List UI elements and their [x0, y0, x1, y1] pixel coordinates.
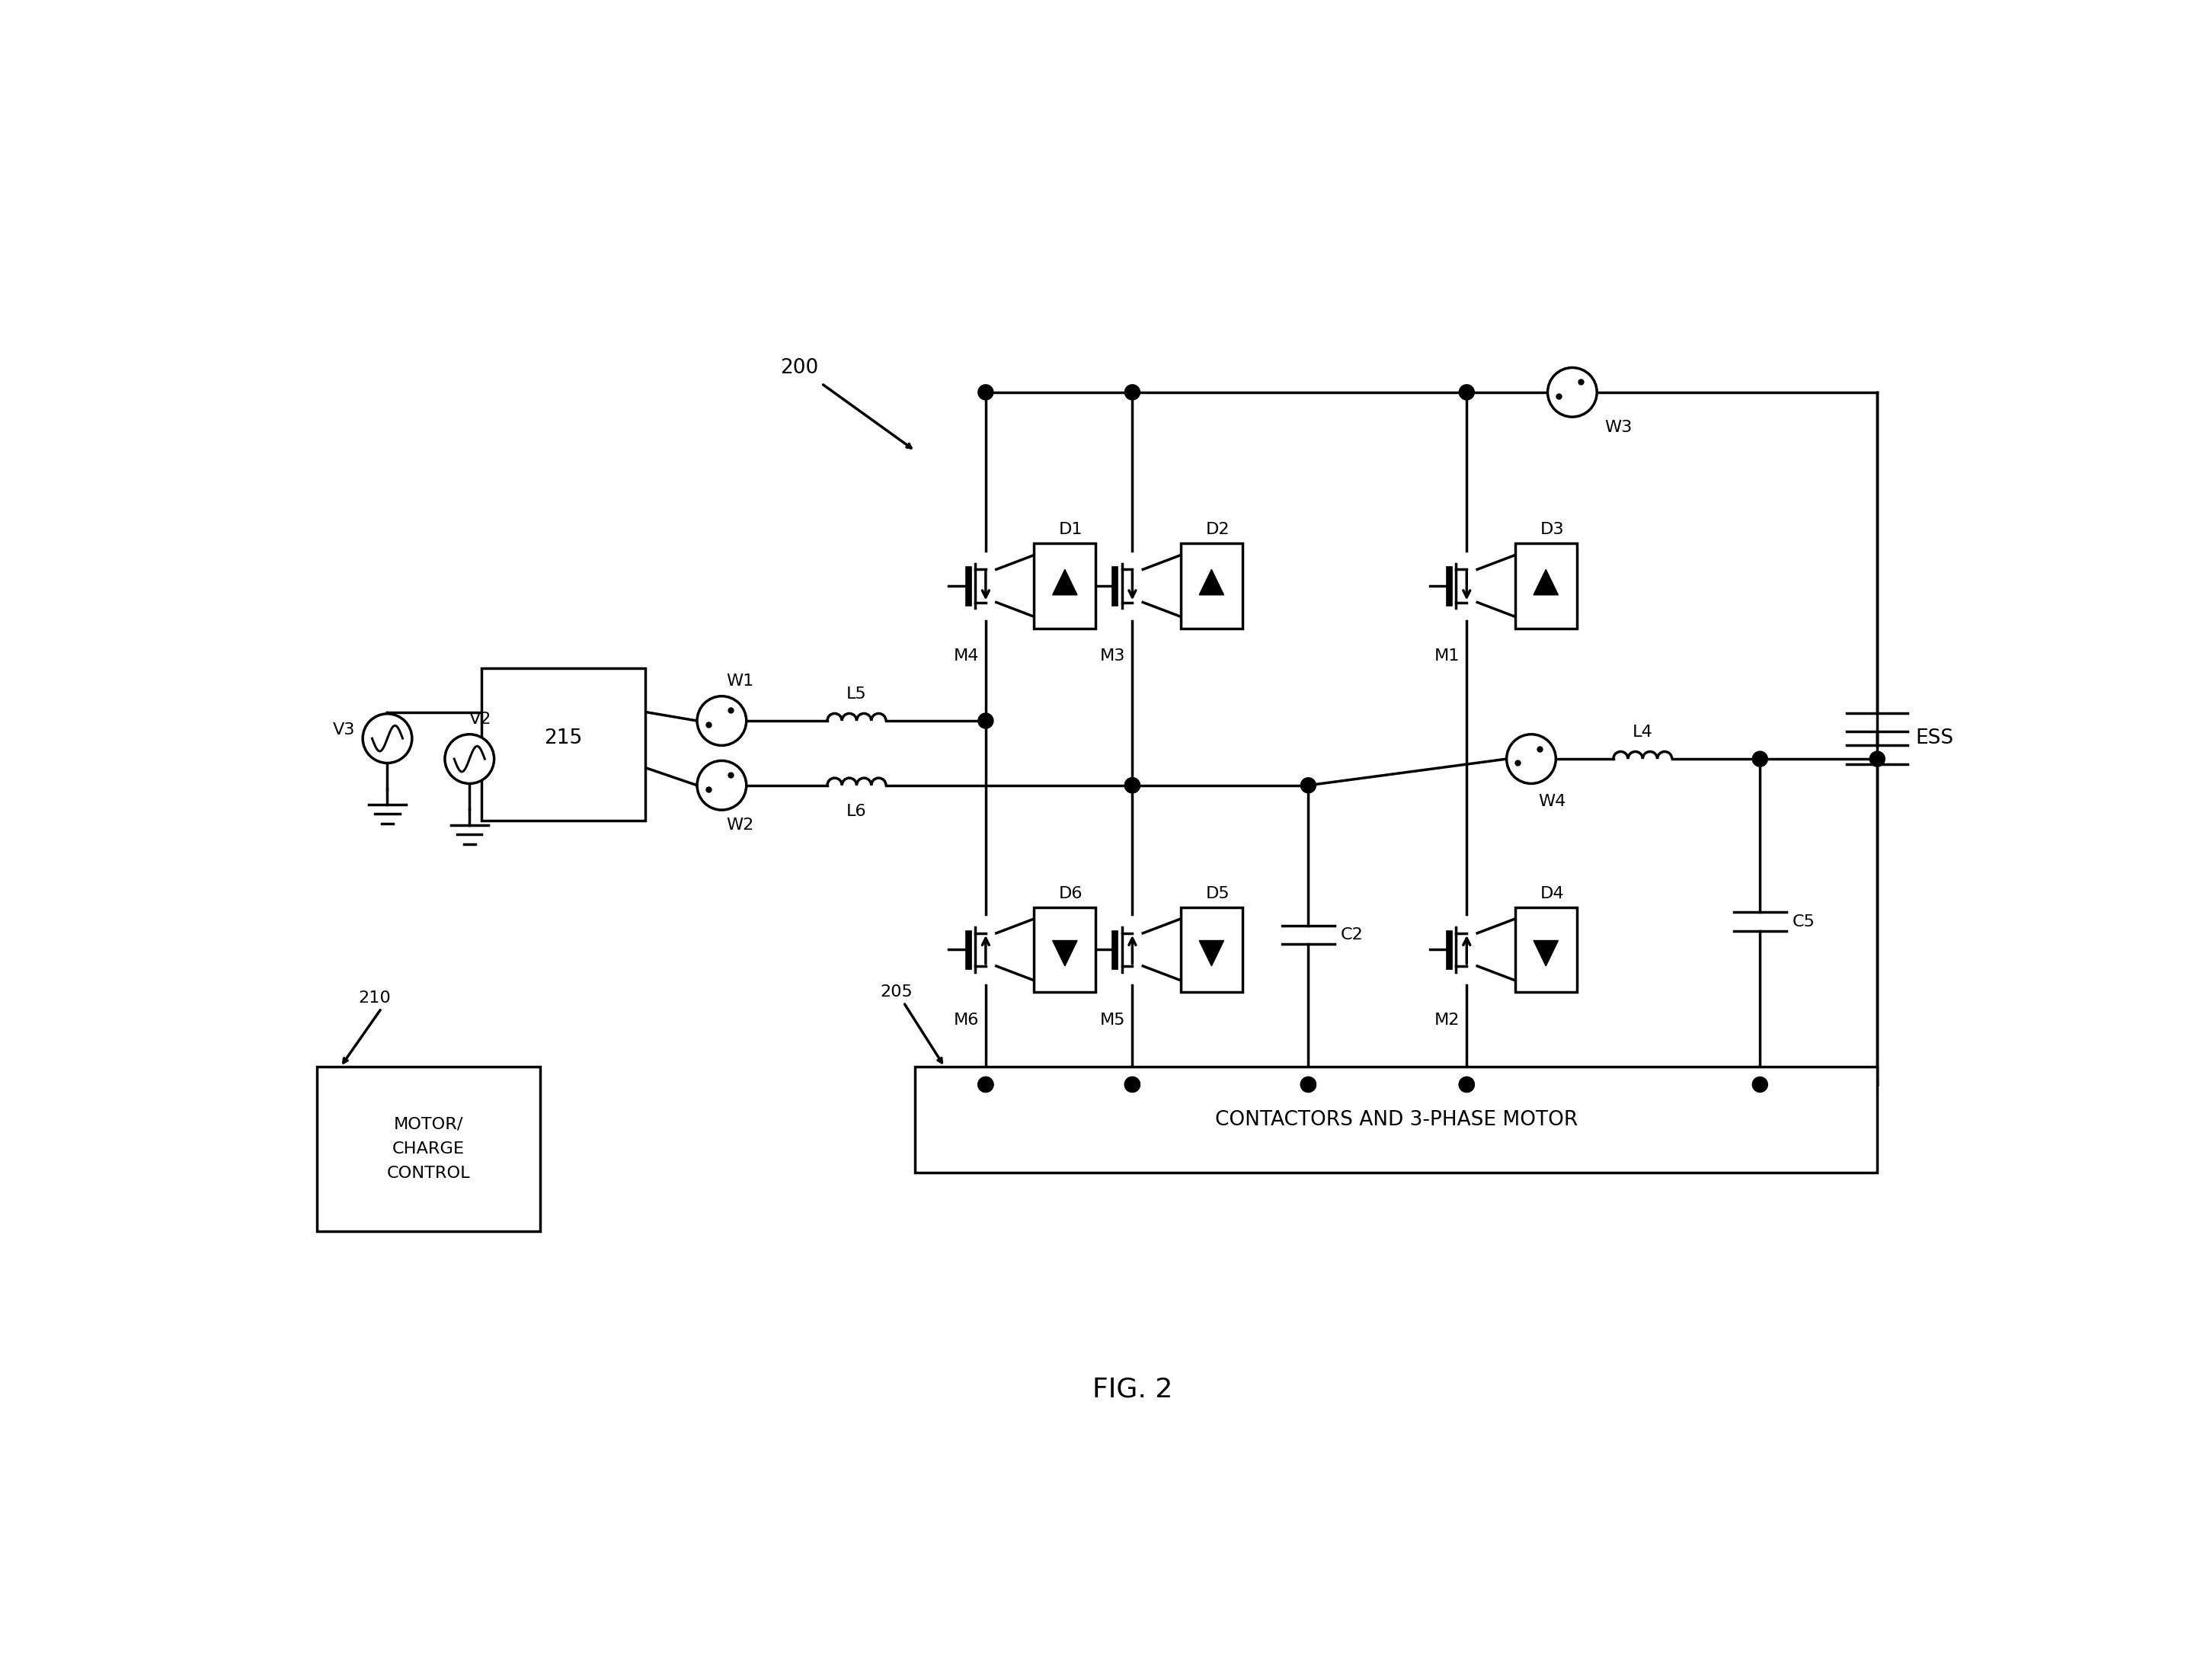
Text: 215: 215: [544, 729, 583, 748]
Text: D2: D2: [1207, 522, 1229, 538]
Circle shape: [979, 385, 992, 400]
Circle shape: [1753, 1077, 1768, 1092]
Text: W2: W2: [727, 818, 754, 833]
Bar: [1180, 543, 1242, 628]
Circle shape: [1125, 1077, 1140, 1092]
Bar: [316, 1067, 539, 1231]
Text: L5: L5: [846, 687, 866, 702]
Circle shape: [979, 714, 992, 729]
Text: D3: D3: [1540, 522, 1565, 538]
Text: CONTACTORS AND 3-PHASE MOTOR: CONTACTORS AND 3-PHASE MOTOR: [1216, 1110, 1578, 1129]
Circle shape: [362, 714, 411, 763]
Text: M5: M5: [1101, 1013, 1125, 1028]
Text: 205: 205: [880, 984, 913, 1000]
Circle shape: [1459, 1077, 1474, 1092]
Bar: [1034, 543, 1096, 628]
Circle shape: [1507, 734, 1556, 783]
Text: W3: W3: [1604, 420, 1633, 435]
Circle shape: [1459, 385, 1474, 400]
Text: C5: C5: [1792, 914, 1814, 929]
Text: L4: L4: [1633, 726, 1653, 741]
Circle shape: [1302, 778, 1315, 793]
Circle shape: [979, 1077, 992, 1092]
Circle shape: [696, 761, 747, 810]
Bar: [482, 669, 645, 820]
Text: M4: M4: [953, 648, 979, 664]
Text: CONTROL: CONTROL: [387, 1166, 471, 1181]
Text: D4: D4: [1540, 885, 1565, 900]
Polygon shape: [1200, 941, 1224, 966]
Text: 200: 200: [780, 358, 818, 378]
Circle shape: [1753, 751, 1768, 766]
Bar: [1180, 907, 1242, 993]
Text: V2: V2: [469, 711, 493, 727]
Text: M3: M3: [1101, 648, 1125, 664]
Polygon shape: [1534, 570, 1558, 595]
Text: L6: L6: [846, 805, 866, 820]
Circle shape: [1547, 368, 1598, 417]
Polygon shape: [1052, 570, 1076, 595]
Circle shape: [1125, 778, 1140, 793]
Text: C2: C2: [1341, 927, 1364, 942]
Circle shape: [696, 696, 747, 746]
Bar: [1516, 907, 1576, 993]
Circle shape: [1459, 1077, 1474, 1092]
Circle shape: [444, 734, 495, 783]
Text: D5: D5: [1207, 885, 1229, 900]
Text: D1: D1: [1059, 522, 1083, 538]
Text: W1: W1: [727, 674, 754, 689]
Text: M6: M6: [953, 1013, 979, 1028]
Circle shape: [1125, 1077, 1140, 1092]
Polygon shape: [1534, 941, 1558, 966]
Circle shape: [1125, 385, 1140, 400]
Text: MOTOR/: MOTOR/: [393, 1117, 464, 1132]
Circle shape: [1870, 751, 1885, 766]
Polygon shape: [1052, 941, 1076, 966]
Text: M1: M1: [1434, 648, 1461, 664]
Text: D6: D6: [1059, 885, 1083, 900]
Text: V3: V3: [334, 722, 356, 738]
Text: M2: M2: [1434, 1013, 1461, 1028]
Circle shape: [1302, 1077, 1315, 1092]
Circle shape: [979, 1077, 992, 1092]
Circle shape: [1125, 778, 1140, 793]
Polygon shape: [1200, 570, 1224, 595]
Circle shape: [1302, 1077, 1315, 1092]
Bar: [1516, 543, 1576, 628]
Text: ESS: ESS: [1916, 729, 1954, 748]
Bar: [1034, 907, 1096, 993]
Bar: [915, 1067, 1876, 1173]
Text: W4: W4: [1538, 795, 1567, 810]
Text: CHARGE: CHARGE: [391, 1141, 464, 1158]
Text: FIG. 2: FIG. 2: [1092, 1376, 1174, 1403]
Text: 210: 210: [358, 990, 391, 1005]
